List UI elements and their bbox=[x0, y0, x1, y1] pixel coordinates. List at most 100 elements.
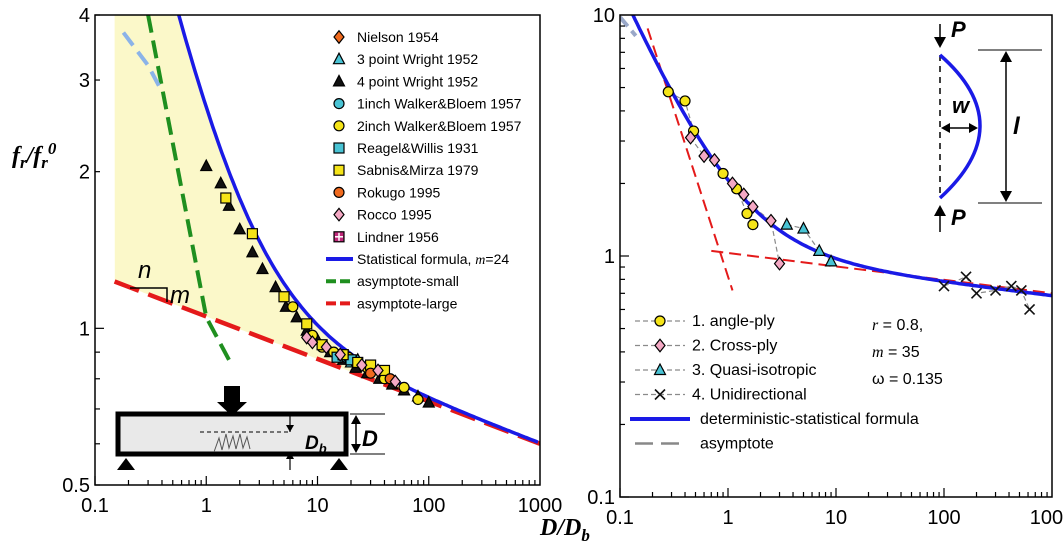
legend-label: Sabnis&Mirza 1979 bbox=[357, 162, 479, 178]
legend-entry: asymptote bbox=[635, 436, 774, 453]
legend-marker bbox=[333, 186, 345, 198]
legend-label: asymptote bbox=[700, 436, 774, 453]
inset-w: w bbox=[952, 93, 971, 118]
data-point bbox=[698, 148, 710, 164]
legend-marker bbox=[654, 315, 666, 327]
legend-entry: 3 point Wright 1952 bbox=[332, 51, 478, 67]
legend-label: Rocco 1995 bbox=[357, 207, 432, 223]
data-point bbox=[708, 152, 721, 168]
param-m: m = 35 bbox=[872, 344, 920, 361]
y-label-main: fr/fr0 bbox=[12, 139, 57, 172]
legend-entry: 1inch Walker&Bloem 1957 bbox=[333, 96, 522, 112]
upper-dashed-segment bbox=[121, 31, 164, 93]
data-point bbox=[222, 198, 236, 211]
left-y-axis-label: fr/fr0 bbox=[12, 139, 57, 172]
beam-inset: D Db bbox=[115, 386, 385, 470]
legend-label: 1inch Walker&Bloem 1957 bbox=[357, 96, 522, 112]
data-point bbox=[372, 363, 384, 378]
legend-entry: asymptote-large bbox=[326, 295, 458, 311]
legend-entry: 1. angle-ply bbox=[635, 313, 775, 330]
data-point bbox=[938, 280, 950, 292]
x-tick-label: 1000 bbox=[518, 495, 563, 517]
data-point bbox=[970, 287, 983, 299]
right-points bbox=[662, 86, 1036, 316]
x-tick-label: 0.1 bbox=[81, 495, 109, 517]
y-tick-label: 0.5 bbox=[62, 475, 90, 497]
data-point bbox=[1015, 284, 1027, 296]
legend-marker bbox=[333, 29, 345, 45]
data-point bbox=[220, 192, 232, 204]
x-tick-label: 100 bbox=[927, 507, 960, 529]
data-point bbox=[320, 339, 333, 355]
legend-marker bbox=[654, 388, 666, 401]
left-points bbox=[199, 158, 436, 408]
y-tick-label: 1 bbox=[604, 246, 615, 268]
right-chart: 0.1 1 10 100 1000 0.1 1 10 P P w l r = 0.8, bbox=[539, 5, 1063, 545]
top-load-arrow-icon bbox=[934, 37, 946, 48]
legend-marker bbox=[333, 231, 345, 243]
legend-entry: Sabnis&Mirza 1979 bbox=[333, 162, 479, 178]
left-chart: 0.1 1 10 100 1000 0.5 1 2 3 4 fr/fr0 n m bbox=[12, 5, 562, 517]
left-legend: Nielson 1954 3 point Wright 1952 4 point W… bbox=[326, 29, 522, 311]
left-x-ticks: 0.1 1 10 100 1000 bbox=[81, 476, 562, 517]
legend-entry: 4. Unidirectional bbox=[635, 387, 807, 404]
x-tick-label: 100 bbox=[412, 495, 445, 517]
data-point bbox=[233, 221, 247, 235]
legend-marker bbox=[654, 338, 666, 353]
data-point bbox=[684, 130, 697, 145]
data-point bbox=[199, 158, 213, 172]
legend-label: Statistical formula, m=24 bbox=[357, 251, 509, 268]
asymptote-small-line bbox=[146, 15, 231, 361]
legend-label: Reagel&Willis 1931 bbox=[357, 140, 479, 156]
beam-Db-label: Db bbox=[305, 433, 327, 456]
legend-entry: asymptote-small bbox=[326, 273, 459, 289]
data-point bbox=[738, 187, 750, 202]
upper-gray-dashed-segment bbox=[620, 15, 638, 38]
legend-marker bbox=[333, 164, 345, 176]
left-shaded-region bbox=[114, 15, 405, 392]
legend-label: 4. Unidirectional bbox=[692, 387, 807, 404]
buckled-column bbox=[938, 53, 982, 200]
data-point bbox=[278, 291, 290, 303]
data-point bbox=[246, 228, 259, 240]
data-point bbox=[812, 243, 826, 256]
legend-entry: 3. Quasi-isotropic bbox=[635, 362, 817, 379]
y-tick-label: 3 bbox=[79, 70, 90, 92]
data-point bbox=[662, 86, 674, 98]
data-point bbox=[398, 381, 410, 394]
data-point bbox=[747, 199, 759, 215]
data-point bbox=[269, 279, 283, 293]
data-point bbox=[765, 213, 777, 228]
legend-label: asymptote-large bbox=[357, 295, 458, 311]
legend-entry: Reagel&Willis 1931 bbox=[333, 140, 479, 156]
inset-P-top: P bbox=[951, 17, 966, 42]
left-support-icon bbox=[117, 458, 135, 470]
data-point bbox=[287, 301, 299, 313]
bottom-load-arrow-icon bbox=[934, 205, 946, 216]
data-point bbox=[422, 395, 436, 408]
legend-marker bbox=[333, 142, 345, 154]
data-point bbox=[824, 254, 838, 267]
param-r: r = 0.8, bbox=[872, 317, 923, 334]
legend-entry: Rocco 1995 bbox=[333, 207, 432, 223]
legend-entry: 4 point Wright 1952 bbox=[332, 73, 478, 89]
legend-label: 1. angle-ply bbox=[692, 313, 775, 330]
legend-entry: 2inch Walker&Bloem 1957 bbox=[333, 118, 522, 134]
y-tick-label: 4 bbox=[79, 5, 90, 27]
crack-zone bbox=[213, 433, 251, 453]
right-x-ticks: 0.1 1 10 100 1000 bbox=[606, 488, 1063, 529]
data-point bbox=[726, 176, 739, 191]
legend-entry: Statistical formula, m=24 bbox=[326, 251, 509, 268]
legend-label: 2. Cross-ply bbox=[692, 338, 777, 355]
statistical-formula-line bbox=[176, 15, 539, 444]
slope-m-label: m bbox=[170, 282, 190, 309]
slope-annotation: n m bbox=[130, 257, 190, 309]
right-support-icon bbox=[330, 458, 348, 470]
x-tick-label: 10 bbox=[825, 507, 847, 529]
data-point bbox=[679, 95, 691, 107]
data-point bbox=[989, 284, 1002, 296]
deterministic-statistical-line bbox=[631, 15, 1052, 298]
legend-marker bbox=[333, 97, 345, 110]
data-point bbox=[741, 207, 753, 220]
column-inset: P P w l bbox=[934, 17, 1042, 232]
